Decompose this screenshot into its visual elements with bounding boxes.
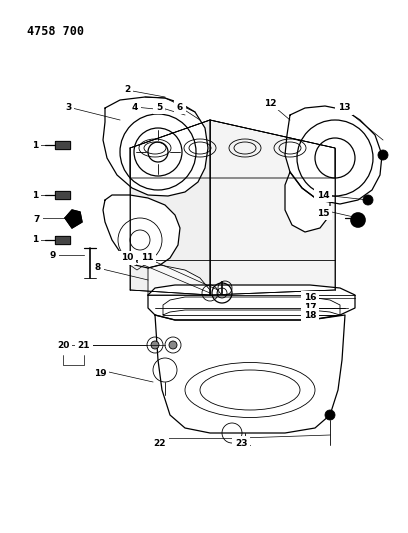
- Polygon shape: [148, 265, 210, 295]
- Text: 10: 10: [121, 254, 133, 262]
- Text: 18: 18: [304, 311, 316, 319]
- Text: 7: 7: [34, 215, 40, 224]
- Polygon shape: [103, 195, 180, 268]
- Polygon shape: [155, 315, 345, 433]
- Circle shape: [378, 150, 388, 160]
- Polygon shape: [285, 172, 330, 232]
- Text: 17: 17: [304, 303, 316, 312]
- Text: 15: 15: [317, 208, 329, 217]
- Text: 5: 5: [156, 102, 162, 111]
- Polygon shape: [130, 120, 335, 178]
- Text: 22: 22: [154, 439, 166, 448]
- Text: 4: 4: [132, 102, 138, 111]
- Polygon shape: [285, 106, 382, 204]
- Text: 9: 9: [50, 251, 56, 260]
- Text: 16: 16: [304, 294, 316, 303]
- Text: 12: 12: [264, 99, 276, 108]
- Circle shape: [151, 341, 159, 349]
- Text: 21: 21: [78, 341, 90, 350]
- Polygon shape: [55, 191, 70, 199]
- Polygon shape: [130, 120, 210, 295]
- Polygon shape: [103, 97, 208, 196]
- Polygon shape: [210, 120, 335, 295]
- Text: 23: 23: [235, 439, 247, 448]
- Text: 8: 8: [95, 263, 101, 272]
- Circle shape: [325, 410, 335, 420]
- Polygon shape: [55, 236, 70, 244]
- Text: 1: 1: [32, 190, 38, 199]
- Text: 4758 700: 4758 700: [27, 25, 84, 38]
- Polygon shape: [148, 285, 355, 320]
- Text: 14: 14: [317, 190, 329, 199]
- Text: 1: 1: [32, 236, 38, 245]
- Text: 1: 1: [32, 141, 38, 149]
- Circle shape: [363, 195, 373, 205]
- Text: 13: 13: [338, 103, 350, 112]
- Circle shape: [169, 341, 177, 349]
- Text: 11: 11: [141, 254, 153, 262]
- Text: 19: 19: [94, 368, 106, 377]
- Text: 3: 3: [65, 102, 71, 111]
- Polygon shape: [65, 210, 82, 228]
- Text: 20: 20: [57, 341, 69, 350]
- Circle shape: [351, 213, 365, 227]
- Text: 6: 6: [177, 102, 183, 111]
- Polygon shape: [55, 141, 70, 149]
- Text: 2: 2: [124, 85, 130, 94]
